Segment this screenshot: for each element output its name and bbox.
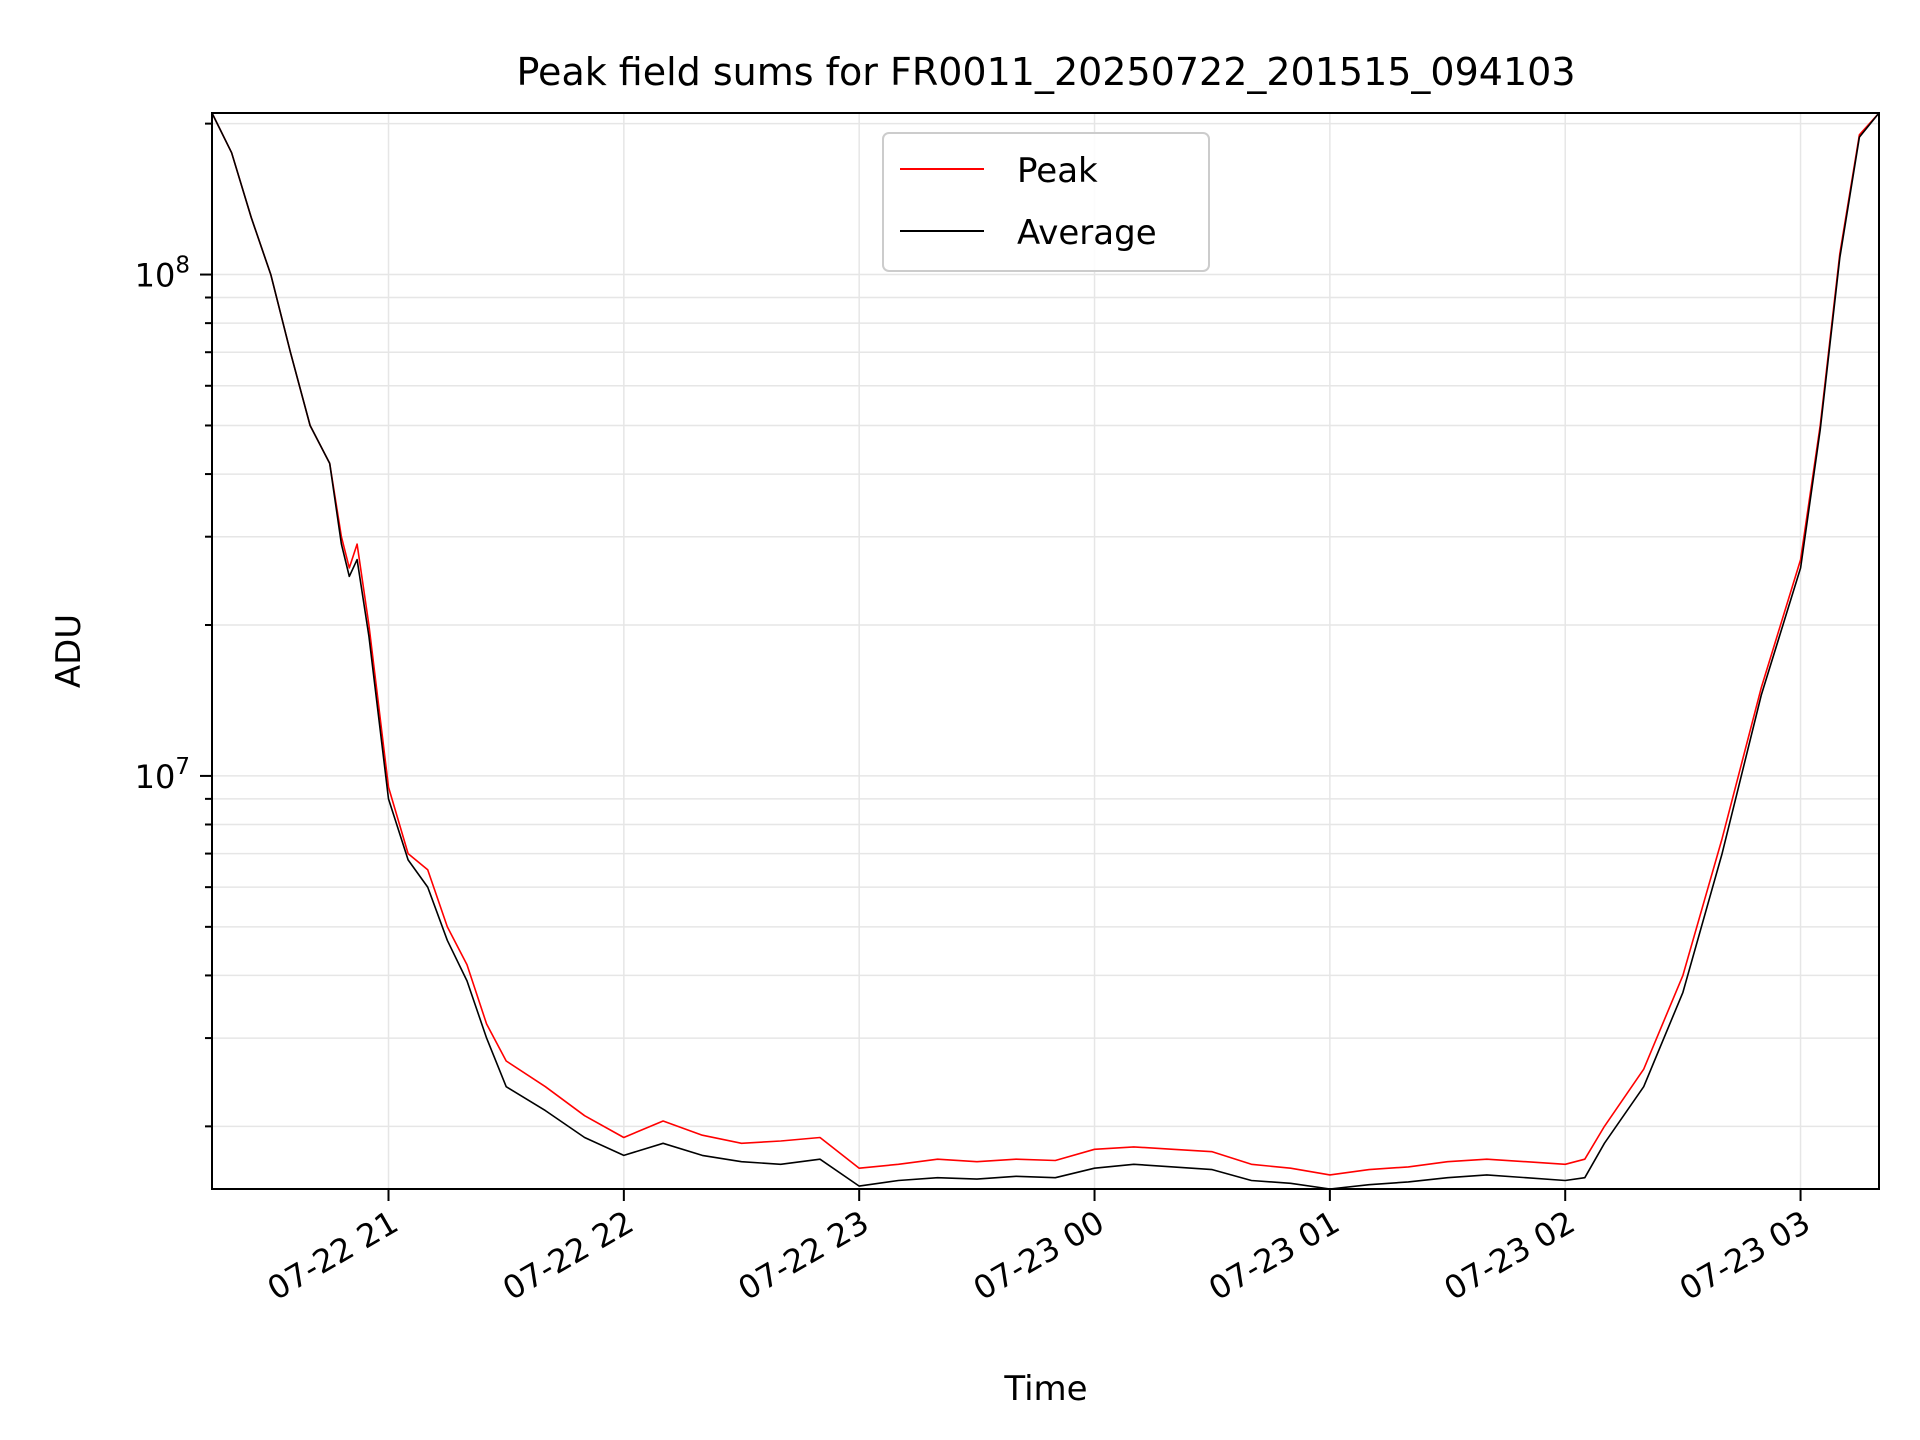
- x-axis-label: Time: [1003, 1369, 1087, 1409]
- y-tick-label: 107: [135, 754, 190, 796]
- peak-series-line: [211, 112, 1880, 1176]
- legend-peak-label: Peak: [1017, 151, 1098, 191]
- average-series-line: [211, 112, 1880, 1190]
- grid: [212, 113, 1879, 1189]
- legend-average-label: Average: [1017, 213, 1157, 253]
- legend: Peak Average: [882, 132, 1210, 272]
- plot-frame: [211, 112, 1880, 1190]
- legend-box: [882, 132, 1210, 272]
- chart-title: Peak field sums for FR0011_20250722_2015…: [517, 50, 1576, 94]
- y-axis-label: ADU: [49, 614, 89, 688]
- y-tick-label: 108: [135, 253, 190, 295]
- series-layer: [211, 112, 1880, 1190]
